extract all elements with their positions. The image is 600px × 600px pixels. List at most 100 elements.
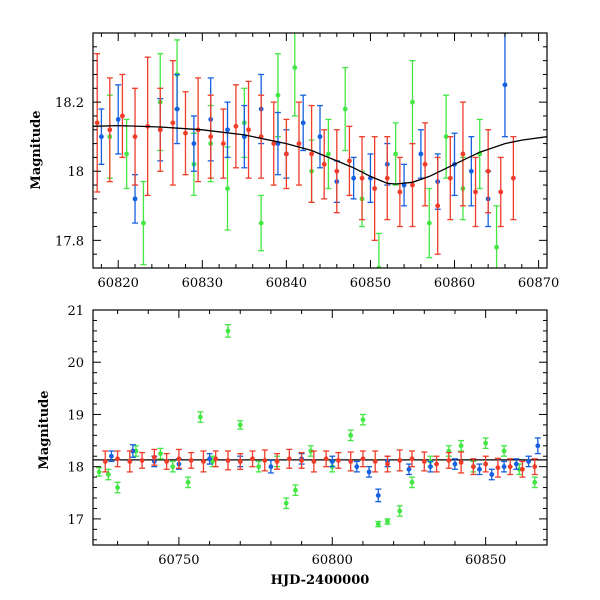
data-point-red xyxy=(323,450,330,468)
data-point-blue xyxy=(366,466,373,478)
data-point-red xyxy=(384,136,391,221)
data-point-red xyxy=(245,80,252,179)
data-point-red xyxy=(421,451,428,472)
data-point-red xyxy=(310,450,317,473)
data-point-red xyxy=(372,450,379,473)
data-point-red xyxy=(114,450,121,468)
data-point-green xyxy=(458,439,465,452)
data-point-blue xyxy=(468,136,475,207)
x-tick-label: 60830 xyxy=(182,276,223,291)
data-point-green xyxy=(237,420,244,430)
data-point-green xyxy=(197,411,204,423)
data-point-red xyxy=(458,451,465,474)
data-point-red xyxy=(220,108,227,179)
data-point-red xyxy=(321,129,328,200)
data-point-red xyxy=(346,125,353,197)
data-point-red xyxy=(119,73,126,159)
data-point-red xyxy=(470,458,477,476)
data-point-blue xyxy=(98,108,105,165)
y-tick-label: 19 xyxy=(67,408,84,423)
data-point-red xyxy=(237,452,244,470)
data-point-red xyxy=(270,101,277,186)
x-tick-label: 60820 xyxy=(98,276,139,291)
data-point-blue xyxy=(405,463,412,476)
data-point-blue xyxy=(224,101,231,159)
data-point-red xyxy=(485,129,492,214)
data-point-red xyxy=(200,450,207,473)
data-point-red xyxy=(188,451,195,469)
data-point-green xyxy=(359,413,366,426)
data-point-red xyxy=(249,450,256,468)
model-curve xyxy=(93,124,547,185)
data-point-red xyxy=(347,451,354,472)
data-point-red xyxy=(409,142,416,228)
data-point-red xyxy=(359,450,366,468)
y-tick-label: 17 xyxy=(67,513,84,528)
bottom-plot-area xyxy=(93,323,547,528)
data-point-green xyxy=(291,33,298,117)
data-point-red xyxy=(497,156,504,228)
data-point-red xyxy=(175,448,182,469)
data-point-red xyxy=(308,104,315,203)
bottom-plot-frame xyxy=(92,309,548,546)
data-point-red xyxy=(384,455,391,473)
data-point-green xyxy=(375,520,382,528)
data-point-green xyxy=(476,118,483,190)
x-tick-label: 60840 xyxy=(266,276,307,291)
data-point-green xyxy=(325,118,332,190)
data-point-blue xyxy=(501,33,508,138)
y-tick-label: 17.8 xyxy=(55,234,84,249)
bottom-axis-ticks: 60750 60800 60850 17 18 19 20 21 xyxy=(67,304,548,568)
data-point-blue xyxy=(417,129,424,179)
data-point-green xyxy=(531,476,538,489)
data-point-green xyxy=(342,66,349,152)
data-point-red xyxy=(519,460,526,478)
x-tick-label: 60850 xyxy=(350,276,391,291)
data-point-blue xyxy=(267,459,274,474)
data-point-blue xyxy=(451,458,458,470)
data-point-red xyxy=(169,59,176,186)
data-point-blue xyxy=(108,450,115,463)
bottom-y-axis-label: Magnitude xyxy=(37,390,52,469)
data-point-green xyxy=(384,518,391,525)
data-point-green xyxy=(140,180,147,266)
data-point-red xyxy=(359,136,366,221)
data-point-red xyxy=(510,136,517,221)
bottom-x-axis-label: HJD-2400000 xyxy=(271,573,370,588)
data-point-red xyxy=(283,118,290,190)
data-point-blue xyxy=(329,455,336,468)
data-point-red xyxy=(396,156,403,228)
x-tick-label: 60850 xyxy=(465,553,506,568)
data-point-green xyxy=(258,194,265,252)
x-tick-label: 60800 xyxy=(312,553,353,568)
data-point-blue xyxy=(353,460,360,473)
y-tick-label: 20 xyxy=(67,356,84,371)
data-point-blue xyxy=(501,460,508,473)
top-axis-ticks: 60820 60830 60840 60850 60860 60870 17.8 18 18.2 xyxy=(55,32,559,291)
data-point-green xyxy=(426,187,433,259)
data-point-green xyxy=(157,447,164,460)
data-point-blue xyxy=(488,468,495,481)
top-plot-area xyxy=(93,33,547,268)
data-point-red xyxy=(482,455,489,473)
data-point-red xyxy=(531,458,538,476)
data-point-red xyxy=(151,448,158,466)
data-point-blue xyxy=(375,488,382,503)
x-tick-label: 60870 xyxy=(518,276,559,291)
data-point-red xyxy=(102,450,109,473)
data-point-green xyxy=(493,205,500,268)
data-point-red xyxy=(433,455,440,473)
data-point-red xyxy=(422,122,429,207)
data-point-green xyxy=(292,484,299,497)
data-point-blue xyxy=(350,156,357,200)
data-point-blue xyxy=(534,437,541,455)
data-point-red xyxy=(261,449,268,472)
data-point-green xyxy=(396,505,403,517)
data-point-red xyxy=(396,449,403,472)
data-point-green xyxy=(96,467,103,477)
data-point-red xyxy=(132,87,139,186)
data-point-blue xyxy=(300,94,307,152)
data-point-red xyxy=(157,87,164,172)
data-point-green xyxy=(409,476,416,489)
